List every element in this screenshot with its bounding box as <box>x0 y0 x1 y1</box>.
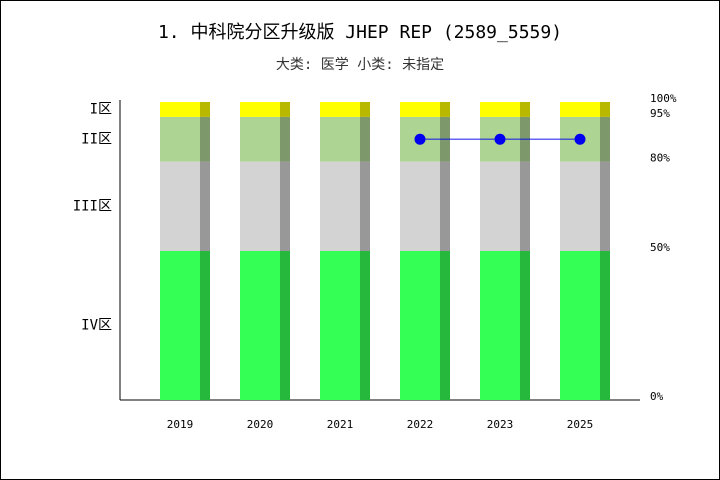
bar-segment <box>480 102 530 117</box>
bar-segment <box>400 102 450 117</box>
bar-face <box>320 116 360 162</box>
bar-segment <box>400 161 450 251</box>
bar-side <box>280 251 290 400</box>
line-point <box>414 133 426 145</box>
y-tick-label: 0% <box>650 390 664 403</box>
bar-side <box>520 251 530 400</box>
bar-side <box>600 161 610 251</box>
bar-face <box>240 102 280 117</box>
bar-side <box>600 251 610 400</box>
line-point <box>574 133 586 145</box>
bar-face <box>240 116 280 162</box>
zone-label: II区 <box>81 131 112 147</box>
bar-segment <box>160 116 210 162</box>
chart-subtitle: 大类: 医学 小类: 未指定 <box>276 57 444 73</box>
bar-side <box>440 161 450 251</box>
x-tick-label: 2022 <box>407 418 434 431</box>
bar-segment <box>160 251 210 400</box>
bar-side <box>280 161 290 251</box>
bar-segment <box>160 161 210 251</box>
bar-face <box>160 102 200 117</box>
bar-face <box>480 102 520 117</box>
bar-side <box>440 102 450 117</box>
bar-face <box>400 102 440 117</box>
bar-segment <box>480 251 530 400</box>
bar-side <box>200 161 210 251</box>
bar-side <box>520 102 530 117</box>
x-tick-label: 2025 <box>567 418 594 431</box>
bar-side <box>600 116 610 162</box>
bar-side <box>360 102 370 117</box>
y-tick-label: 50% <box>650 241 670 254</box>
bar-side <box>280 116 290 162</box>
bar-segment <box>320 161 370 251</box>
bar-segment <box>560 161 610 251</box>
bar-segment <box>320 116 370 162</box>
bar-face <box>400 251 440 400</box>
y-tick-label: 100% <box>650 92 677 105</box>
bar-face <box>320 102 360 117</box>
bar-segment <box>240 161 290 251</box>
bar-side <box>360 251 370 400</box>
bar-face <box>160 116 200 162</box>
bar-face <box>400 161 440 251</box>
chart-title: 1. 中科院分区升级版 JHEP REP (2589_5559) <box>158 22 562 43</box>
x-tick-label: 2023 <box>487 418 514 431</box>
bar-face <box>320 161 360 251</box>
bar-face <box>160 251 200 400</box>
bar-side <box>600 102 610 117</box>
bar-face <box>320 251 360 400</box>
bar-face <box>480 251 520 400</box>
bar-side <box>360 161 370 251</box>
bar-face <box>480 161 520 251</box>
bar-segment <box>400 251 450 400</box>
bar-segment <box>240 116 290 162</box>
bar-face <box>240 161 280 251</box>
x-tick-label: 2019 <box>167 418 194 431</box>
bar-face <box>560 161 600 251</box>
bar-side <box>280 102 290 117</box>
bar-side <box>200 116 210 162</box>
bar-side <box>520 161 530 251</box>
bar-segment <box>320 102 370 117</box>
y-tick-label: 95% <box>650 107 670 120</box>
x-tick-label: 2020 <box>247 418 274 431</box>
zone-label: III区 <box>73 198 112 214</box>
bar-segment <box>320 251 370 400</box>
bar-segment <box>560 102 610 117</box>
x-tick-label: 2021 <box>327 418 354 431</box>
bar-segment <box>160 102 210 117</box>
y-tick-label: 80% <box>650 152 670 165</box>
bar-face <box>240 251 280 400</box>
zone-label: IV区 <box>81 318 112 334</box>
bar-face <box>560 251 600 400</box>
line-point <box>494 133 506 145</box>
zone-label: I区 <box>90 101 112 117</box>
bar-side <box>440 251 450 400</box>
bar-face <box>560 102 600 117</box>
bar-segment <box>240 102 290 117</box>
bar-segment <box>560 251 610 400</box>
bar-side <box>200 251 210 400</box>
bar-segment <box>480 161 530 251</box>
bar-segment <box>240 251 290 400</box>
bar-side <box>200 102 210 117</box>
bar-face <box>160 161 200 251</box>
bar-side <box>360 116 370 162</box>
